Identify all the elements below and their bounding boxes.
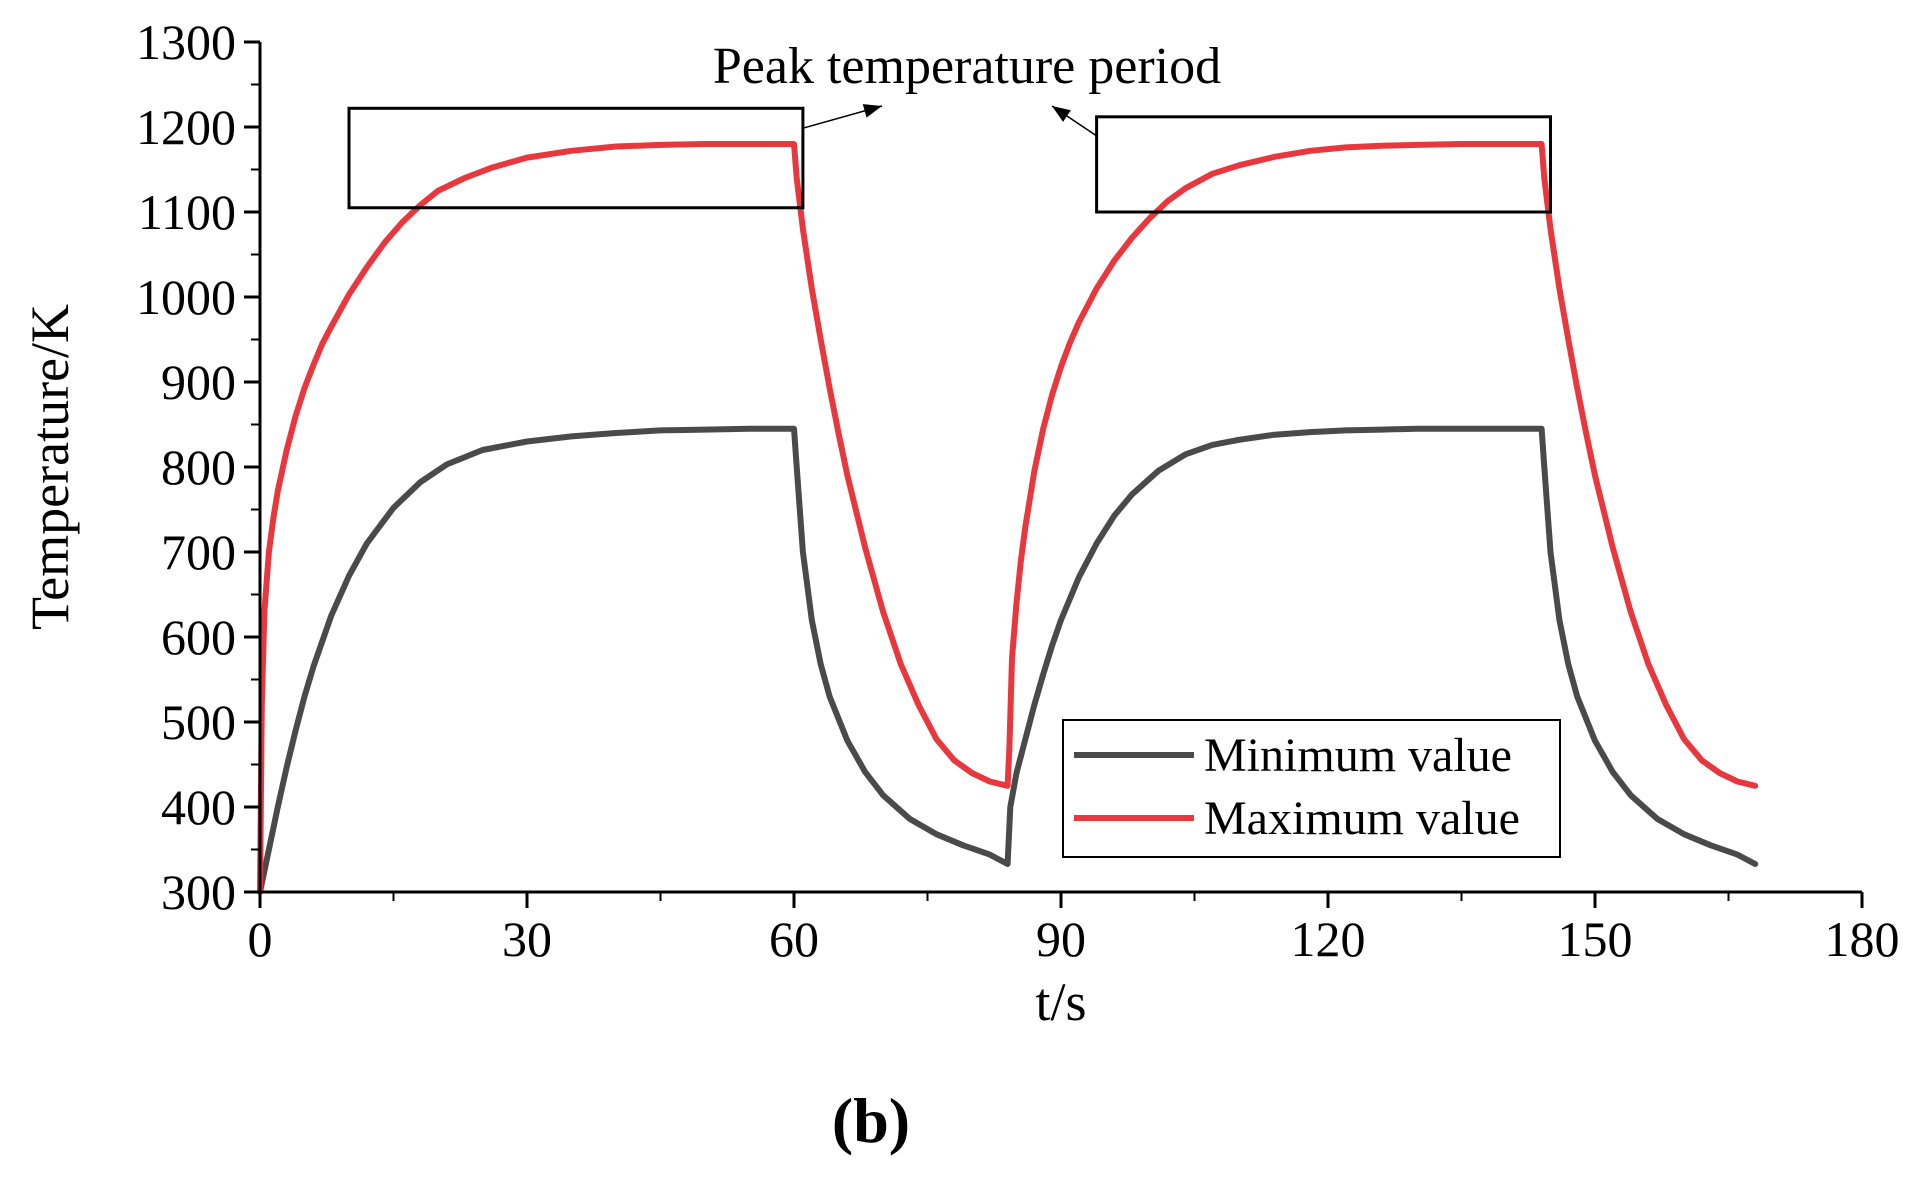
y-tick-label: 900: [161, 354, 236, 410]
series-line-minimum: [257, 425, 1759, 895]
panel-label-text: (b): [832, 1085, 910, 1156]
y-tick-label: 600: [161, 609, 236, 665]
y-tick-label: 400: [161, 779, 236, 835]
y-tick-label: 500: [161, 694, 236, 750]
y-tick-label: 700: [161, 524, 236, 580]
y-tick-label: 1300: [136, 14, 236, 70]
peak-period-box-2: [1095, 115, 1552, 214]
peak-period-box-1: [347, 106, 805, 210]
x-tick-label: 120: [1291, 911, 1366, 967]
y-tick-label: 1200: [136, 99, 236, 155]
legend-label-minimum: Minimum value: [1204, 729, 1512, 782]
series-line-maximum: [257, 141, 1759, 895]
x-tick-label: 150: [1558, 911, 1633, 967]
x-tick-label: 180: [1825, 911, 1900, 967]
panel-label: (b): [832, 1085, 910, 1156]
y-tick-label: 300: [161, 864, 236, 920]
annotation-label: Peak temperature period: [713, 38, 1221, 95]
y-tick-label: 1100: [138, 184, 236, 240]
x-axis-title: t/s: [1035, 972, 1086, 1032]
y-axis-title: Temperature/K: [20, 304, 80, 630]
y-tick-label: 1000: [136, 269, 236, 325]
x-tick-label: 90: [1036, 911, 1086, 967]
legend-label-maximum: Maximum value: [1204, 792, 1520, 845]
legend: Minimum value Maximum value: [1062, 719, 1561, 858]
x-tick-label: 30: [502, 911, 552, 967]
annotation-arrow-head: [862, 104, 882, 118]
y-tick-label: 800: [161, 439, 236, 495]
x-tick-label: 60: [769, 911, 819, 967]
annotation-arrow-head: [1052, 106, 1071, 122]
legend-frame: [1062, 719, 1561, 858]
x-tick-label: 0: [248, 911, 273, 967]
